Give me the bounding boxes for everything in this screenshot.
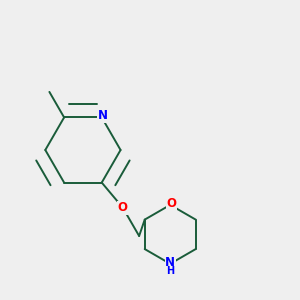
Text: N: N xyxy=(165,256,175,269)
Text: N: N xyxy=(98,109,108,122)
Text: O: O xyxy=(166,197,176,210)
Text: O: O xyxy=(118,201,128,214)
Text: H: H xyxy=(166,266,174,276)
